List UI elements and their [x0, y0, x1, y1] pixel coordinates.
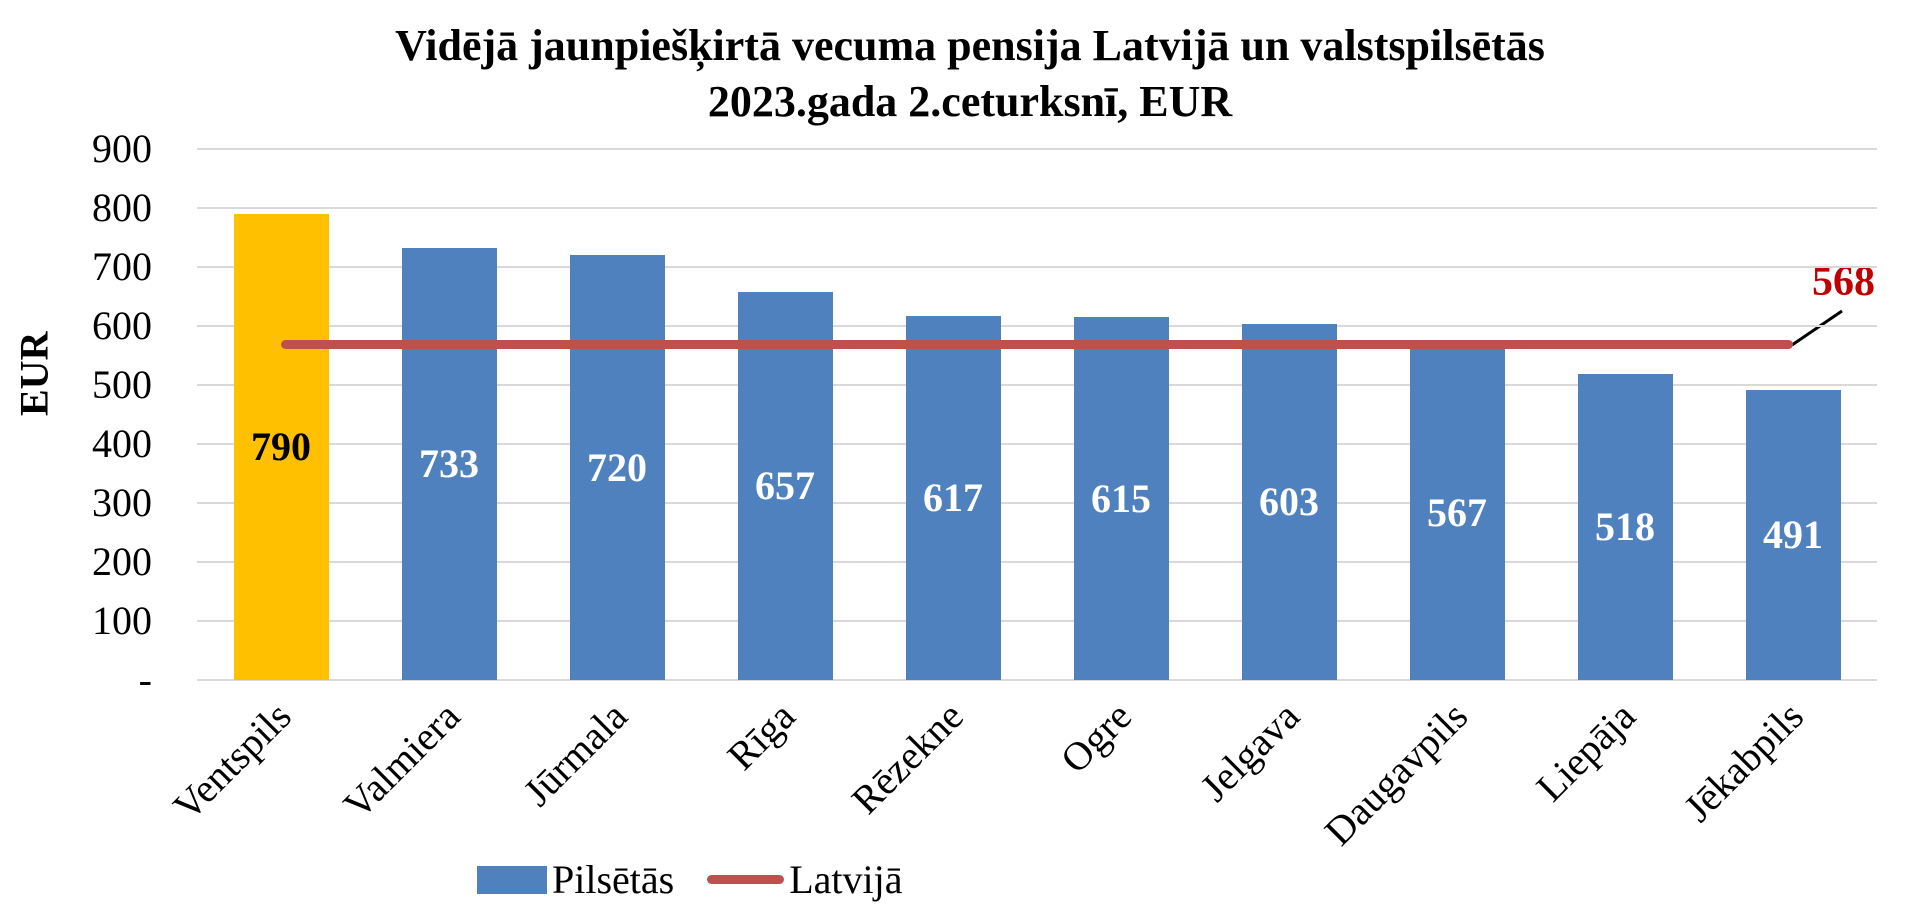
- legend: Pilsētās Latvijā: [477, 856, 903, 903]
- bar-daugavpils: [1409, 345, 1505, 680]
- category-label-valmiera: Valmiera: [334, 693, 469, 828]
- category-label-ogre: Ogre: [1051, 693, 1141, 782]
- bar-value-label-riga: 657: [755, 463, 815, 509]
- reference-line-latvija: [281, 340, 1793, 350]
- gridline: [197, 502, 1877, 504]
- bar-value-label-jurmala: 720: [587, 444, 647, 490]
- gridline: [197, 443, 1877, 445]
- y-axis-tick-label: 500: [92, 362, 152, 407]
- gridline: [197, 207, 1877, 209]
- category-label-daugavpils: Daugavpils: [1315, 693, 1477, 854]
- bar-liepaja: [1577, 374, 1673, 680]
- annotation-leader-line: [1791, 309, 1843, 347]
- chart-title: Vidējā jaunpiešķirtā vecuma pensija Latv…: [190, 18, 1750, 130]
- bar-value-label-daugavpils: 567: [1427, 489, 1487, 535]
- bar-ventspils: [233, 213, 329, 680]
- legend-label-line: Latvijā: [789, 857, 903, 902]
- bar-value-label-ventspils: 790: [251, 423, 311, 469]
- gridline: [197, 620, 1877, 622]
- bar-jelgava: [1241, 324, 1337, 680]
- chart-title-line1: Vidējā jaunpiešķirtā vecuma pensija Latv…: [395, 21, 1545, 70]
- gridline: [197, 266, 1877, 268]
- bar-value-label-valmiera: 733: [419, 440, 479, 486]
- category-label-liepaja: Liepāja: [1527, 693, 1645, 810]
- gridline: [197, 384, 1877, 386]
- bar-jurmala: [569, 255, 665, 680]
- category-label-jekabpils: Jēkabpils: [1675, 693, 1813, 831]
- y-axis-tick-label: 900: [92, 126, 152, 171]
- gridline: [197, 561, 1877, 563]
- gridline: [197, 148, 1877, 150]
- gridline: [197, 325, 1877, 327]
- bar-ogre: [1073, 317, 1169, 680]
- bar-value-label-rezekne: 617: [923, 474, 983, 520]
- y-axis-tick-label: 700: [92, 244, 152, 289]
- legend-swatch-bars: [477, 865, 547, 894]
- chart-title-line2: 2023.gada 2.ceturksnī, EUR: [707, 77, 1233, 126]
- bar-riga: [737, 292, 833, 680]
- bar-rezekne: [905, 315, 1001, 680]
- category-label-rezekne: Rēzekne: [842, 693, 973, 823]
- legend-label-bars: Pilsētās: [552, 857, 675, 902]
- bar-valmiera: [401, 247, 497, 680]
- bar-jekabpils: [1745, 390, 1841, 680]
- y-axis-tick-label: 100: [92, 598, 152, 643]
- category-label-riga: Rīga: [718, 693, 805, 779]
- gridline: [197, 679, 1877, 681]
- category-label-jurmala: Jūrmala: [514, 693, 637, 815]
- bar-value-label-jelgava: 603: [1259, 479, 1319, 525]
- category-label-ventspils: Ventspils: [164, 693, 301, 829]
- category-label-jelgava: Jelgava: [1191, 693, 1309, 810]
- bar-value-label-liepaja: 518: [1595, 504, 1655, 550]
- bar-value-label-jekabpils: 491: [1763, 512, 1823, 558]
- y-axis-tick-label: 400: [92, 421, 152, 466]
- y-axis-tick-label: 800: [92, 185, 152, 230]
- y-axis-tick-label: 600: [92, 303, 152, 348]
- legend-swatch-line-icon: [707, 875, 785, 884]
- bar-value-label-ogre: 615: [1091, 475, 1151, 521]
- y-axis-tick-label: 200: [92, 539, 152, 584]
- y-axis-tick-label: 300: [92, 480, 152, 525]
- y-axis-tick-label: -: [138, 657, 152, 702]
